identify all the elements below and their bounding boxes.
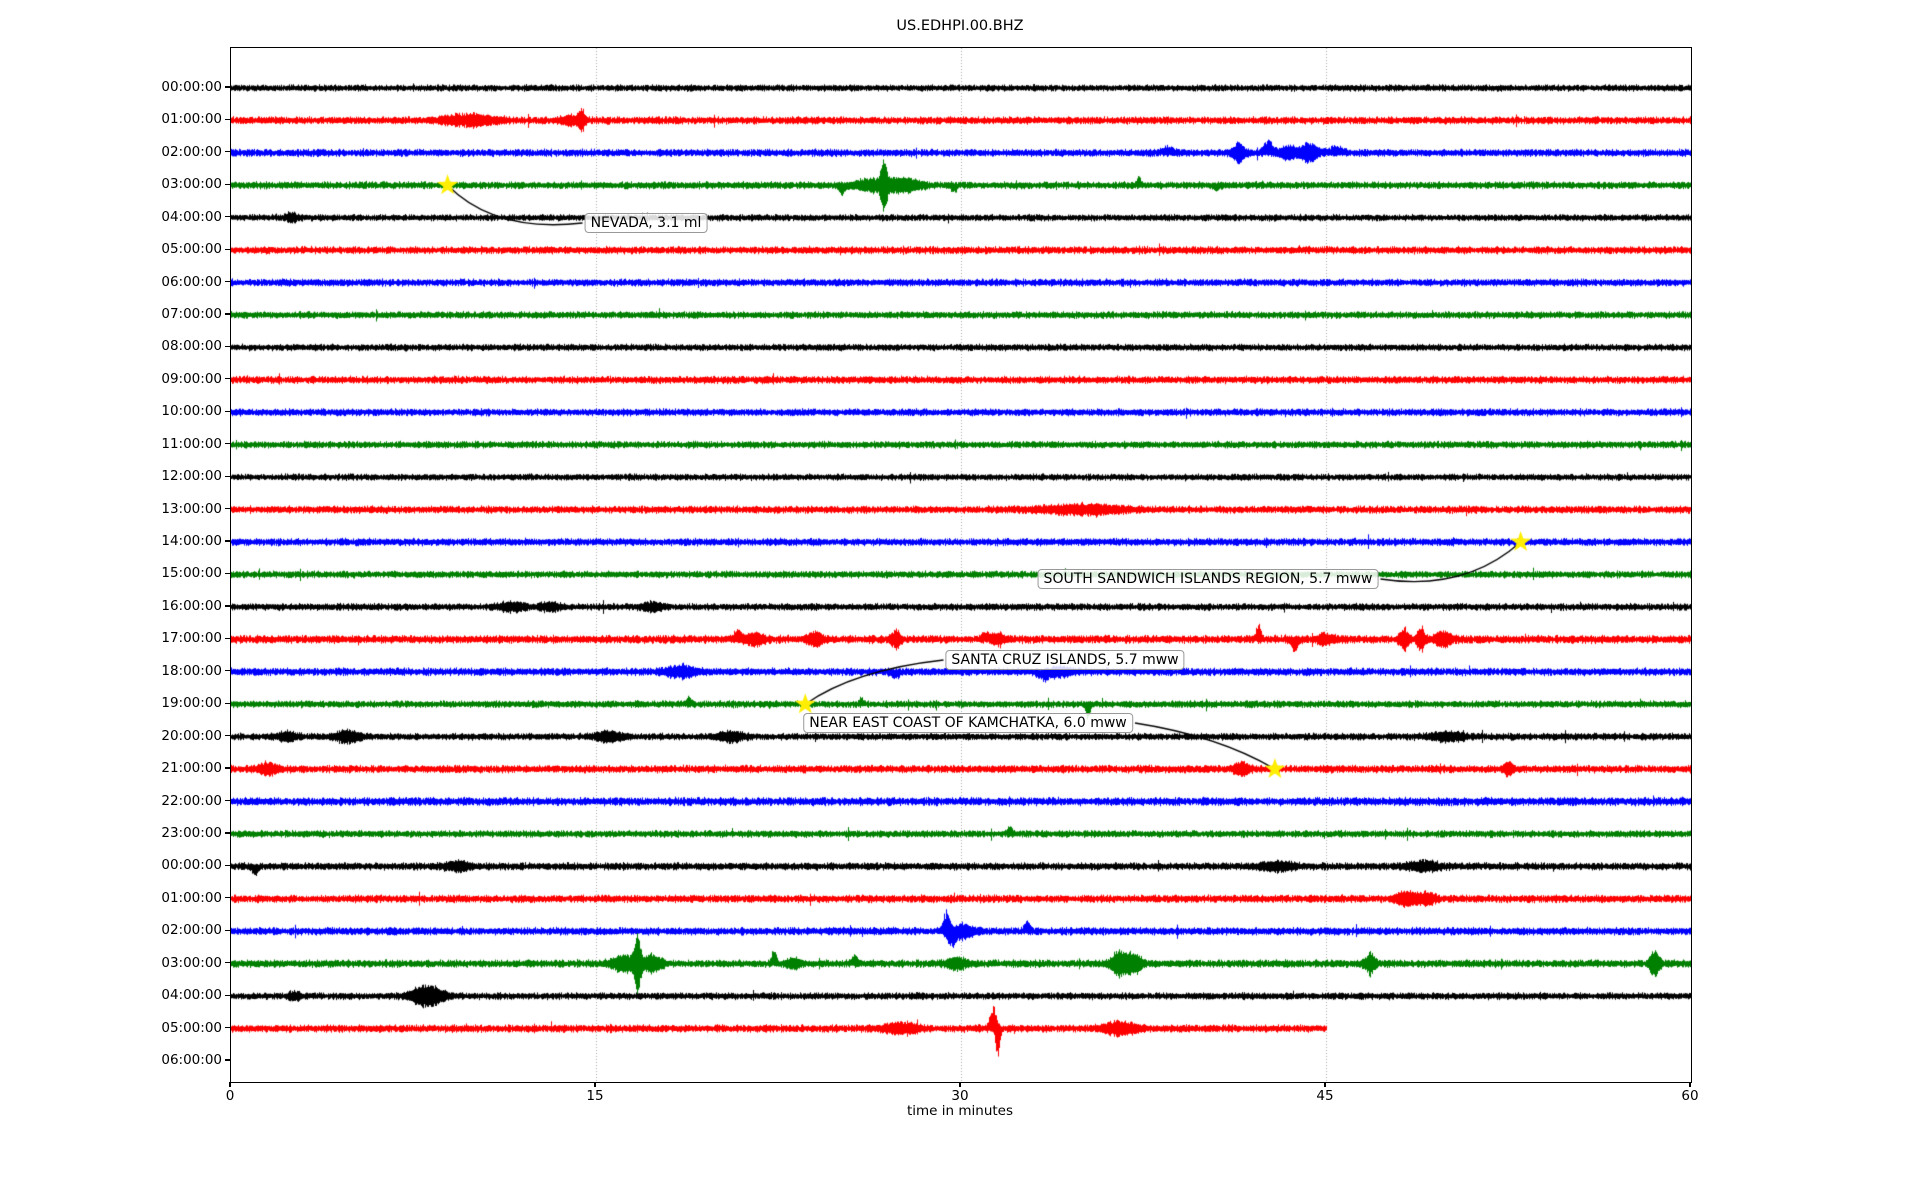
y-tick (225, 151, 230, 153)
y-tick-label: 06:00:00 (161, 1051, 222, 1068)
y-tick-label: 00:00:00 (161, 857, 222, 874)
y-tick (225, 280, 230, 283)
y-tick (225, 832, 230, 834)
y-tick-label: 11:00:00 (161, 435, 222, 452)
y-tick (225, 118, 230, 121)
y-tick-label: 06:00:00 (161, 273, 222, 290)
event-annotation: SANTA CRUZ ISLANDS, 5.7 mww (945, 650, 1185, 670)
y-tick (225, 962, 230, 964)
y-tick-label: 14:00:00 (161, 533, 222, 550)
y-tick (225, 864, 230, 866)
x-tick (594, 1082, 596, 1087)
y-tick (225, 1026, 230, 1029)
y-tick-label: 04:00:00 (161, 208, 222, 225)
y-tick-label: 17:00:00 (161, 630, 222, 647)
y-tick (225, 929, 230, 931)
y-tick-label: 03:00:00 (161, 176, 222, 193)
seismogram-canvas (231, 48, 1691, 1082)
y-tick (225, 897, 230, 899)
y-tick-label: 02:00:00 (161, 143, 222, 160)
x-tick (959, 1082, 961, 1087)
y-tick (225, 248, 230, 250)
x-tick-label: 45 (1316, 1088, 1334, 1104)
y-tick-label: 23:00:00 (161, 824, 222, 841)
y-tick (225, 443, 230, 445)
x-tick (229, 1082, 231, 1087)
y-tick-label: 02:00:00 (161, 922, 222, 939)
y-tick (225, 540, 230, 542)
y-tick-label: 00:00:00 (161, 79, 222, 95)
y-tick-label: 10:00:00 (161, 403, 222, 420)
y-tick (225, 378, 230, 380)
y-tick-label: 01:00:00 (161, 889, 222, 906)
y-tick (225, 1059, 230, 1061)
x-axis-label: time in minutes (906, 1103, 1014, 1119)
y-tick-label: 05:00:00 (161, 241, 222, 258)
x-tick-label: 0 (225, 1088, 235, 1104)
y-tick (225, 345, 230, 348)
y-tick-label: 12:00:00 (161, 468, 222, 485)
y-tick-label: 19:00:00 (161, 695, 222, 712)
y-tick (225, 216, 230, 218)
x-tick-label: 60 (1681, 1088, 1699, 1104)
y-tick (225, 410, 230, 412)
x-tick (1324, 1082, 1326, 1087)
y-tick (225, 670, 230, 672)
event-annotation: SOUTH SANDWICH ISLANDS REGION, 5.7 mww (1037, 569, 1379, 589)
y-tick-label: 03:00:00 (161, 954, 222, 971)
y-tick-label: 09:00:00 (161, 370, 222, 387)
y-tick-label: 22:00:00 (161, 792, 222, 809)
y-tick (225, 994, 230, 996)
y-tick (225, 767, 230, 769)
y-tick-label: 16:00:00 (161, 597, 222, 614)
y-tick-label: 04:00:00 (161, 987, 222, 1004)
y-tick-label: 08:00:00 (161, 338, 222, 355)
figure-title: US.EDHPI.00.BHZ (896, 18, 1024, 34)
y-tick (225, 702, 230, 704)
y-tick-label: 01:00:00 (161, 111, 222, 128)
y-tick (225, 86, 230, 88)
y-tick-label: 07:00:00 (161, 306, 222, 323)
y-tick-label: 20:00:00 (161, 727, 222, 744)
y-tick (225, 605, 230, 607)
y-tick (225, 475, 230, 477)
x-tick (1689, 1082, 1691, 1087)
y-tick (225, 183, 230, 185)
y-tick-label: 21:00:00 (161, 760, 222, 777)
y-tick (225, 637, 230, 639)
y-tick-label: 18:00:00 (161, 662, 222, 679)
y-tick (225, 799, 230, 802)
y-tick-label: 05:00:00 (161, 1019, 222, 1036)
y-tick-label: 13:00:00 (161, 500, 222, 517)
event-annotation: NEVADA, 3.1 ml (584, 213, 708, 233)
x-tick-label: 15 (586, 1088, 604, 1104)
y-tick (225, 735, 230, 737)
x-tick-label: 30 (951, 1088, 969, 1104)
y-tick-label: 15:00:00 (161, 565, 222, 582)
event-annotation: NEAR EAST COAST OF KAMCHATKA, 6.0 mww (803, 713, 1133, 733)
y-tick (225, 572, 230, 575)
y-tick (225, 313, 230, 315)
plot-area: NEVADA, 3.1 ml SOUTH SANDWICH ISLANDS REG… (230, 47, 1692, 1083)
y-tick (225, 508, 230, 510)
